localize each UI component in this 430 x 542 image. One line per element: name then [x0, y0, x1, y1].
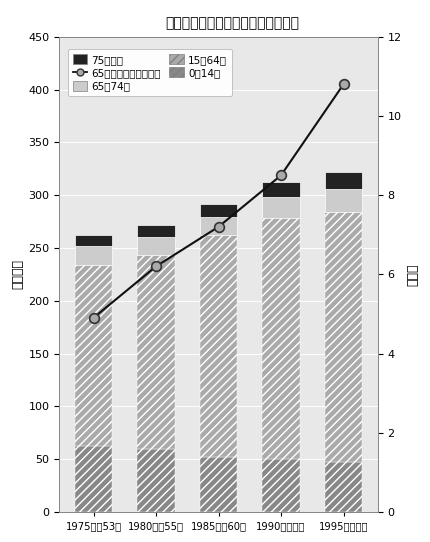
Legend: 75歳以上, 65歳以上の人口の割合, 65～74歳, 15～64歳, 0～14歳: 75歳以上, 65歳以上の人口の割合, 65～74歳, 15～64歳, 0～14… — [68, 49, 232, 96]
Bar — [325, 189, 362, 212]
Bar — [200, 235, 237, 457]
Bar — [262, 459, 300, 512]
Y-axis label: （千人）: （千人） — [11, 259, 24, 289]
Bar — [200, 204, 237, 217]
Bar — [262, 218, 300, 459]
Bar — [137, 225, 175, 237]
Bar — [75, 246, 112, 265]
Bar — [75, 447, 112, 512]
Bar — [137, 237, 175, 255]
Bar — [200, 217, 237, 235]
Y-axis label: （％）: （％） — [406, 263, 419, 286]
Bar — [75, 265, 112, 447]
Bar — [200, 457, 237, 512]
Bar — [262, 183, 300, 197]
Bar — [75, 235, 112, 246]
Bar — [325, 462, 362, 512]
Bar — [137, 449, 175, 512]
Bar — [137, 255, 175, 449]
Bar — [325, 172, 362, 189]
Bar — [325, 212, 362, 462]
Bar — [262, 197, 300, 218]
Text: 横浜市の高齢者の人口と割合の推移: 横浜市の高齢者の人口と割合の推移 — [165, 16, 299, 30]
